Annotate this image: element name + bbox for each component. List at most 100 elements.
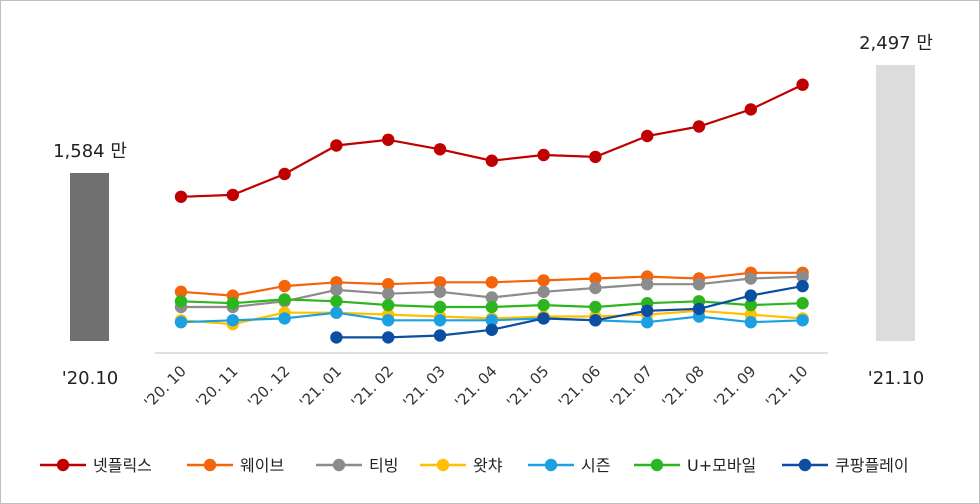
- legend-label: 시즌: [581, 456, 610, 475]
- data-point: [174, 295, 188, 308]
- data-point: [796, 297, 809, 310]
- data-point: [641, 304, 654, 317]
- right-total-label: 2,497 만: [859, 33, 933, 54]
- legend-label: U+모바일: [687, 456, 756, 475]
- series-lines: [174, 78, 809, 344]
- x-tick-label: '21. 06: [555, 362, 604, 411]
- data-point: [589, 281, 602, 295]
- legend-label: 쿠팡플레이: [835, 456, 909, 475]
- data-point: [226, 297, 239, 310]
- legend-marker: [650, 458, 664, 472]
- data-point: [589, 272, 602, 285]
- legend-marker: [798, 458, 812, 472]
- data-point: [537, 148, 550, 162]
- data-point: [433, 285, 447, 298]
- legend-label: 넷플릭스: [93, 456, 152, 475]
- data-point: [744, 316, 757, 329]
- data-point: [692, 302, 706, 316]
- legend-marker: [332, 458, 346, 472]
- data-point: [330, 295, 343, 308]
- right-total-bar: [876, 65, 915, 341]
- x-tick-label: '21. 05: [503, 362, 552, 411]
- left-total-bar: [70, 173, 109, 341]
- data-point: [226, 188, 239, 202]
- series-group: [174, 78, 809, 203]
- left-period-label: '20.10: [62, 368, 118, 389]
- data-point: [382, 287, 395, 300]
- data-point: [641, 129, 654, 143]
- data-point: [278, 293, 291, 306]
- legend-label: 웨이브: [240, 456, 284, 475]
- x-tick-label: '20. 11: [192, 362, 241, 411]
- data-point: [485, 276, 498, 289]
- data-point: [744, 103, 757, 116]
- legend-item: U+모바일: [634, 456, 756, 475]
- data-point: [796, 270, 809, 283]
- legend-marker: [436, 458, 450, 472]
- data-point: [382, 298, 395, 312]
- data-point: [485, 314, 498, 327]
- data-point: [692, 120, 706, 133]
- right-period-label: '21.10: [868, 368, 924, 389]
- data-point: [537, 285, 550, 298]
- x-tick-label: '20. 10: [140, 362, 189, 411]
- data-point: [382, 331, 395, 344]
- data-point: [485, 323, 498, 336]
- data-point: [382, 133, 395, 146]
- x-tick-label: '21. 09: [710, 362, 759, 411]
- data-point: [589, 150, 602, 164]
- x-tick-label: '21. 07: [607, 362, 656, 411]
- data-point: [641, 316, 654, 329]
- data-point: [744, 289, 757, 302]
- legend-marker: [203, 458, 217, 472]
- data-point: [226, 314, 239, 327]
- data-point: [485, 300, 498, 314]
- data-point: [537, 312, 550, 325]
- data-point: [485, 291, 498, 304]
- data-point: [278, 312, 291, 325]
- x-tick-label: '21. 04: [451, 362, 500, 411]
- data-point: [589, 300, 602, 314]
- legend-item: 웨이브: [187, 456, 284, 475]
- x-tick-label: '21. 03: [399, 362, 448, 411]
- series-line: [180, 83, 804, 198]
- data-point: [330, 331, 343, 344]
- x-tick-label: '21. 08: [658, 362, 707, 411]
- data-point: [433, 143, 447, 156]
- legend-item: 시즌: [528, 456, 610, 475]
- x-tick-labels: '20. 10'20. 11'20. 12'21. 01'21. 02'21. …: [140, 362, 811, 411]
- data-point: [485, 154, 498, 167]
- legend-item: 쿠팡플레이: [782, 456, 909, 475]
- legend-marker: [56, 458, 70, 472]
- left-total-label: 1,584 만: [53, 141, 127, 162]
- data-point: [330, 306, 343, 319]
- data-point: [278, 279, 291, 293]
- legend-label: 왓챠: [473, 456, 503, 475]
- data-point: [174, 190, 188, 203]
- data-point: [796, 314, 809, 327]
- x-tick-label: '21. 02: [348, 362, 397, 411]
- data-point: [433, 300, 447, 314]
- data-point: [330, 283, 343, 297]
- legend-label: 티빙: [369, 456, 398, 475]
- data-point: [278, 167, 291, 181]
- data-point: [744, 298, 757, 312]
- legend-item: 왓챠: [420, 456, 503, 475]
- data-point: [382, 278, 395, 291]
- legend-marker: [544, 458, 558, 472]
- data-point: [382, 314, 395, 327]
- data-point: [796, 279, 809, 293]
- data-point: [641, 278, 654, 291]
- data-point: [692, 278, 706, 291]
- series-group: [330, 279, 809, 344]
- x-tick-label: '20. 12: [244, 362, 293, 411]
- data-point: [174, 285, 188, 298]
- data-point: [330, 139, 343, 152]
- series-line: [336, 285, 803, 339]
- data-point: [174, 316, 188, 329]
- data-point: [537, 298, 550, 312]
- series-group: [174, 293, 809, 314]
- data-point: [433, 276, 447, 289]
